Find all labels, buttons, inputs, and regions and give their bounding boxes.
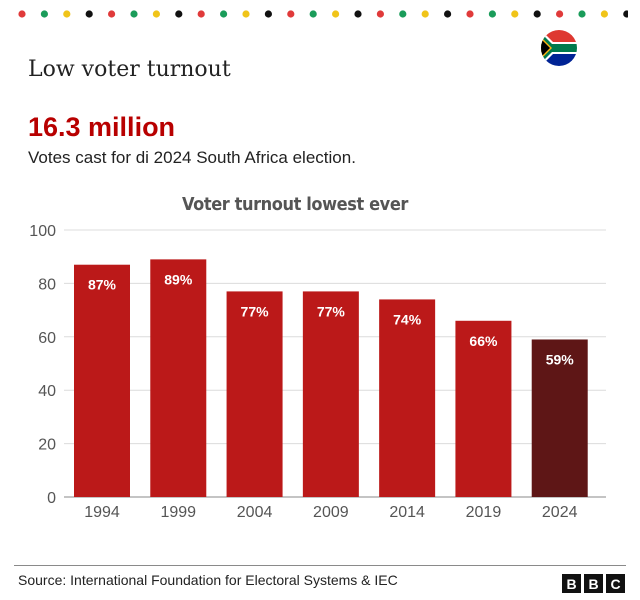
y-tick-label: 40 (38, 383, 56, 400)
headline-number: 16.3 million (28, 112, 176, 142)
decorative-dot (421, 10, 429, 18)
decorative-dot (354, 10, 362, 18)
decorative-dot (556, 10, 564, 18)
y-tick-label: 80 (38, 276, 56, 293)
bar-1994 (74, 264, 130, 497)
decorative-dot (108, 10, 116, 18)
decorative-dot (197, 10, 205, 18)
decorative-dot (533, 10, 541, 18)
bar-2004 (226, 291, 283, 497)
y-tick-label: 0 (47, 490, 56, 507)
subtitle: Votes cast for di 2024 South Africa elec… (28, 148, 356, 167)
x-tick-label: 2009 (313, 504, 349, 521)
bar-2019 (455, 320, 512, 497)
x-tick-label: 2024 (542, 504, 578, 521)
decorative-dot (152, 10, 160, 18)
bbc-logo-letter: C (606, 574, 625, 593)
decorative-dot (220, 10, 228, 18)
bbc-logo-letter: B (584, 574, 603, 593)
y-tick-label: 60 (38, 330, 56, 347)
bar-value-label: 74% (393, 311, 422, 327)
bar-1999 (150, 259, 207, 497)
source-note: Source: International Foundation for Ele… (18, 572, 398, 588)
bbc-logo-letter: B (562, 574, 581, 593)
y-tick-label: 20 (38, 437, 56, 454)
decorative-dot (376, 10, 384, 18)
decorative-dot (332, 10, 340, 18)
decorative-dot (399, 10, 407, 18)
bar-value-label: 66% (469, 333, 498, 349)
bar-2014 (379, 299, 436, 497)
source-divider (14, 565, 626, 566)
decorative-dot (287, 10, 295, 18)
x-tick-label: 2004 (237, 504, 273, 521)
decorative-dot (578, 10, 586, 18)
x-tick-label: 2019 (466, 504, 502, 521)
decorative-dot (309, 10, 317, 18)
bar-2024 (531, 339, 588, 497)
x-tick-label: 2014 (389, 504, 425, 521)
chart-title: Voter turnout lowest ever (182, 194, 408, 215)
south-africa-flag-icon (541, 30, 577, 66)
decorative-dot (623, 10, 628, 18)
bar-value-label: 59% (546, 351, 575, 367)
bar-value-label: 77% (241, 303, 270, 319)
decorative-dot (466, 10, 474, 18)
decorative-dot (511, 10, 519, 18)
page-title: Low voter turnout (28, 57, 231, 82)
decorative-dot (63, 10, 71, 18)
decorative-dot (264, 10, 272, 18)
decorative-dot (18, 10, 26, 18)
decorative-dot (40, 10, 48, 18)
decorative-dot (600, 10, 609, 18)
decorative-dot (175, 10, 183, 18)
decorative-dot (488, 10, 496, 18)
decorative-dot (444, 10, 452, 18)
turnout-bar-chart: Voter turnout lowest ever 0 20 40 60 80 100 87%… (29, 194, 606, 521)
x-tick-label: 1999 (160, 504, 196, 521)
decorative-dot (130, 10, 138, 18)
decorative-dot-row (18, 10, 628, 18)
y-tick-label: 100 (29, 223, 56, 240)
bar-value-label: 87% (88, 277, 117, 293)
decorative-dot (242, 10, 250, 18)
decorative-dot (85, 10, 93, 18)
bbc-logo: B B C (562, 574, 625, 593)
bar-2009 (302, 291, 359, 497)
x-tick-label: 1994 (84, 504, 120, 521)
bar-value-label: 89% (164, 271, 193, 287)
bar-value-label: 77% (317, 303, 346, 319)
